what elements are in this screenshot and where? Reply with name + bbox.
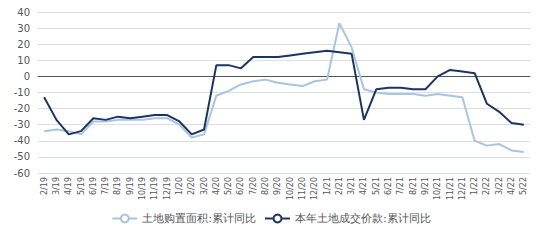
svg-text:9/20: 9/20 xyxy=(273,177,282,195)
svg-text:9/21: 9/21 xyxy=(421,177,430,195)
svg-text:5/22: 5/22 xyxy=(519,177,528,195)
svg-text:20: 20 xyxy=(17,39,30,50)
svg-text:2/22: 2/22 xyxy=(482,177,491,195)
svg-text:7/20: 7/20 xyxy=(249,177,258,195)
svg-text:-20: -20 xyxy=(14,103,30,114)
svg-text:6/21: 6/21 xyxy=(384,177,393,195)
svg-text:9/19: 9/19 xyxy=(126,177,135,195)
svg-text:5/19: 5/19 xyxy=(77,177,86,195)
svg-text:6/19: 6/19 xyxy=(89,177,98,195)
svg-text:-30: -30 xyxy=(14,119,30,130)
svg-text:0: 0 xyxy=(24,71,30,82)
svg-text:12/21: 12/21 xyxy=(458,177,467,200)
svg-text:4/19: 4/19 xyxy=(64,177,73,195)
svg-text:4/22: 4/22 xyxy=(507,177,516,195)
svg-text:10: 10 xyxy=(17,55,30,66)
svg-text:40: 40 xyxy=(17,7,30,18)
svg-text:5/21: 5/21 xyxy=(372,177,381,195)
svg-text:本年土地成交价款:累计同比: 本年土地成交价款:累计同比 xyxy=(295,212,431,225)
svg-text:7/19: 7/19 xyxy=(101,177,110,195)
svg-text:2/21: 2/21 xyxy=(335,177,344,195)
svg-text:3/20: 3/20 xyxy=(200,177,209,195)
svg-text:12/20: 12/20 xyxy=(310,177,319,200)
svg-text:6/20: 6/20 xyxy=(236,177,245,195)
svg-text:土地购置面积:累计同比: 土地购置面积:累计同比 xyxy=(142,212,256,225)
svg-text:11/19: 11/19 xyxy=(150,177,159,200)
svg-text:8/19: 8/19 xyxy=(113,177,122,195)
svg-text:1/22: 1/22 xyxy=(470,177,479,195)
svg-text:2/20: 2/20 xyxy=(187,177,196,195)
svg-text:30: 30 xyxy=(17,23,30,34)
svg-text:3/21: 3/21 xyxy=(347,177,356,195)
svg-text:3/19: 3/19 xyxy=(52,177,61,195)
svg-text:10/20: 10/20 xyxy=(286,177,295,200)
svg-text:10/21: 10/21 xyxy=(433,177,442,200)
svg-text:12/19: 12/19 xyxy=(163,177,172,200)
svg-text:11/21: 11/21 xyxy=(446,177,455,200)
svg-text:1/21: 1/21 xyxy=(323,177,332,195)
svg-text:7/21: 7/21 xyxy=(396,177,405,195)
svg-text:5/20: 5/20 xyxy=(224,177,233,195)
svg-text:3/22: 3/22 xyxy=(495,177,504,195)
svg-text:10/19: 10/19 xyxy=(138,177,147,200)
svg-text:4/20: 4/20 xyxy=(212,177,221,195)
svg-text:8/20: 8/20 xyxy=(261,177,270,195)
svg-text:-50: -50 xyxy=(14,151,30,162)
svg-text:4/21: 4/21 xyxy=(359,177,368,195)
svg-text:1/20: 1/20 xyxy=(175,177,184,195)
svg-text:-40: -40 xyxy=(14,135,30,146)
svg-text:8/21: 8/21 xyxy=(409,177,418,195)
svg-text:-10: -10 xyxy=(14,87,30,98)
svg-text:11/20: 11/20 xyxy=(298,177,307,200)
svg-text:-60: -60 xyxy=(14,168,30,179)
svg-text:2/19: 2/19 xyxy=(40,177,49,195)
